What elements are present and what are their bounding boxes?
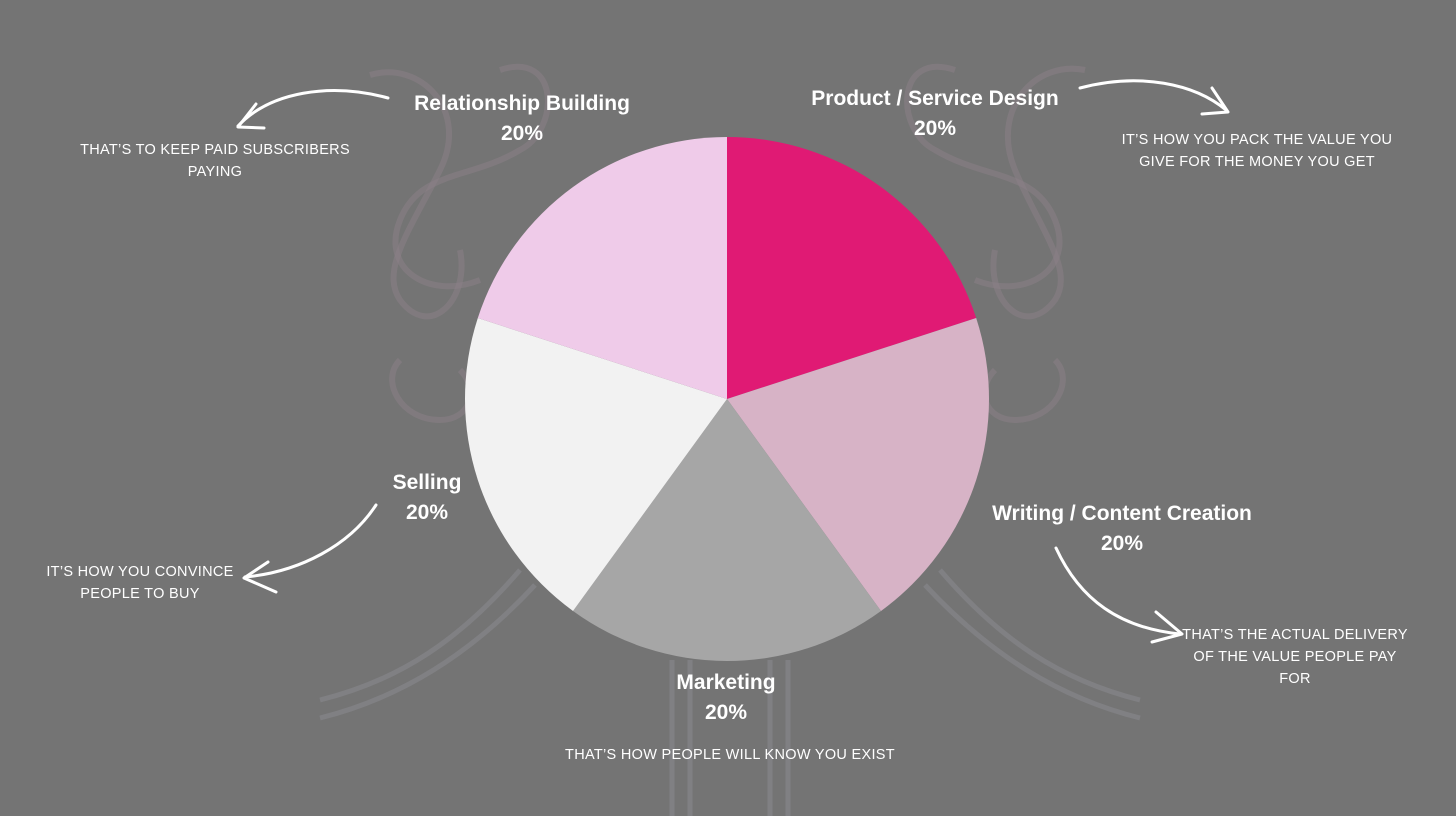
arrow-selling (243, 503, 378, 579)
arrow-relationship-head (236, 102, 266, 130)
pie-slice-relationship-building (477, 137, 727, 399)
note-writing-content-creation: THAT’S THE ACTUAL DELIVERY OF THE VALUE … (1180, 624, 1410, 690)
label-name: Product / Service Design (811, 87, 1059, 110)
label-value: 20% (405, 501, 449, 524)
label-marketing: Marketing 20% (646, 668, 806, 728)
pie-slice-writing-content-creation (727, 318, 990, 611)
note-selling: IT’S HOW YOU CONVINCE PEOPLE TO BUY (25, 561, 255, 605)
note-line: GIVE FOR THE MONEY YOU GET (1139, 154, 1375, 170)
label-name: Relationship Building (414, 92, 630, 115)
background-decoration (319, 64, 1141, 816)
label-selling: Selling 20% (367, 468, 487, 528)
arrow-selling-head (242, 560, 278, 594)
note-line: THAT’S THE ACTUAL DELIVERY (1182, 627, 1408, 643)
label-relationship-building: Relationship Building 20% (392, 89, 652, 149)
note-line: THAT’S TO KEEP PAID SUBSCRIBERS (80, 142, 350, 158)
note-line: IT’S HOW YOU CONVINCE (46, 564, 234, 580)
arrow-product-head (1200, 86, 1230, 116)
arrow-writing (1054, 546, 1182, 636)
arrow-writing-head (1150, 610, 1184, 644)
pie-slice-marketing (573, 399, 881, 661)
note-line: PAYING (187, 164, 243, 180)
annotation-arrows (236, 79, 1230, 644)
label-value: 20% (1100, 532, 1144, 555)
arrow-relationship (236, 89, 390, 128)
label-writing-content-creation: Writing / Content Creation 20% (978, 499, 1266, 559)
pie-slice-product-service-design (727, 137, 977, 399)
label-name: Selling (392, 471, 462, 494)
label-product-service-design: Product / Service Design 20% (800, 84, 1070, 144)
note-line: IT’S HOW YOU PACK THE VALUE YOU (1121, 132, 1393, 148)
note-line: PEOPLE TO BUY (80, 586, 200, 602)
label-value: 20% (704, 701, 748, 724)
label-value: 20% (500, 122, 544, 145)
note-product-service-design: IT’S HOW YOU PACK THE VALUE YOU GIVE FOR… (1112, 129, 1402, 173)
note-marketing: THAT’S HOW PEOPLE WILL KNOW YOU EXIST (520, 744, 940, 766)
note-line: THAT’S HOW PEOPLE WILL KNOW YOU EXIST (565, 747, 895, 763)
note-line: OF THE VALUE PEOPLE PAY (1193, 649, 1397, 665)
note-relationship-building: THAT’S TO KEEP PAID SUBSCRIBERS PAYING (65, 139, 365, 183)
pie-slice-selling (464, 318, 727, 611)
pie-chart (464, 137, 990, 661)
note-line: FOR (1279, 671, 1311, 687)
label-name: Marketing (676, 671, 776, 694)
arrow-product (1078, 79, 1228, 112)
label-name: Writing / Content Creation (992, 502, 1252, 525)
label-value: 20% (913, 117, 957, 140)
